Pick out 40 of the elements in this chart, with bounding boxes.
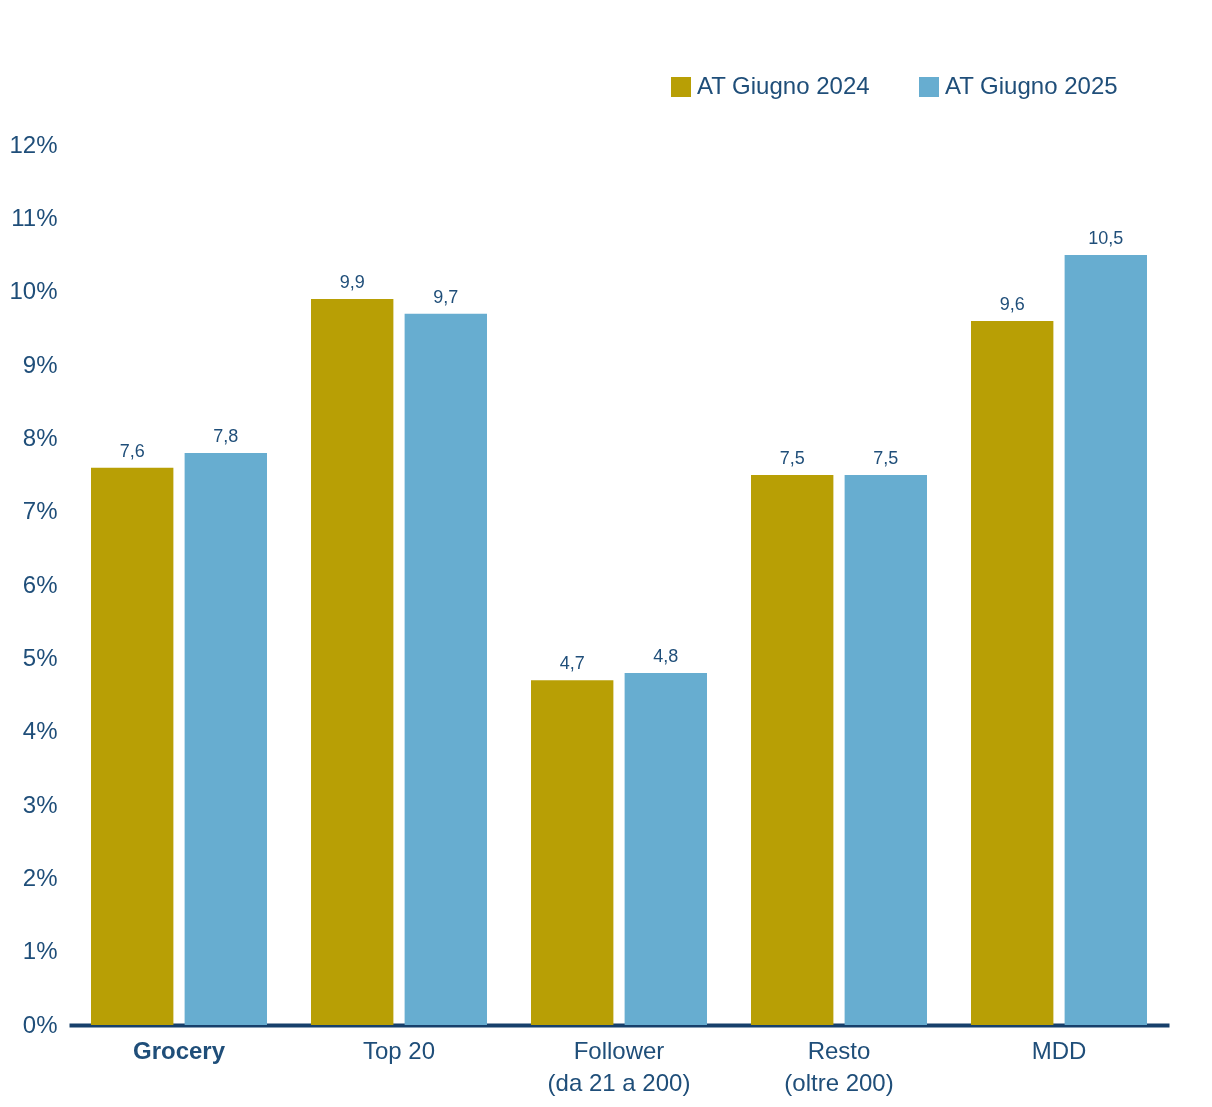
- y-tick-label: 5%: [22, 643, 58, 671]
- x-tick-label: Resto (oltre 200): [784, 1036, 894, 1096]
- bar: [184, 453, 267, 1025]
- bar: [624, 673, 707, 1025]
- bar: [751, 475, 834, 1025]
- x-tick-label: Follower (da 21 a 200): [547, 1036, 691, 1096]
- data-label: 9,9: [339, 272, 365, 292]
- bar: [971, 321, 1054, 1025]
- y-tick-label: 9%: [22, 350, 58, 378]
- y-tick-label: 11%: [11, 203, 58, 231]
- y-tick-label: 0%: [22, 1010, 58, 1038]
- bar: [91, 467, 174, 1025]
- legend-label: AT Giugno 2025: [945, 72, 1118, 99]
- y-tick-label: 10%: [9, 277, 58, 305]
- x-tick-label: Top 20: [362, 1036, 436, 1064]
- legend-label: AT Giugno 2024: [697, 72, 870, 99]
- data-label: 10,5: [1088, 228, 1124, 248]
- y-tick-label: 8%: [22, 423, 58, 451]
- data-label: 7,5: [779, 448, 805, 468]
- y-tick-label: 2%: [22, 863, 58, 891]
- y-tick-label: 12%: [9, 130, 58, 158]
- y-tick-label: 6%: [22, 570, 58, 598]
- x-tick-label: Grocery: [132, 1036, 226, 1064]
- data-label: 4,7: [559, 653, 585, 674]
- data-label: 7,6: [119, 440, 145, 461]
- y-tick-label: 7%: [22, 497, 58, 525]
- data-label: 7,8: [213, 426, 239, 446]
- bar: [311, 299, 394, 1025]
- bar: [404, 313, 487, 1025]
- bar: [1064, 255, 1147, 1025]
- x-tick-label: MDD: [1031, 1036, 1087, 1064]
- y-tick-label: 4%: [22, 717, 58, 745]
- data-label: 7,5: [873, 448, 899, 468]
- y-tick-label: 1%: [22, 937, 58, 965]
- data-label: 9,7: [433, 286, 459, 307]
- data-label: 4,8: [653, 646, 679, 666]
- y-tick-label: 3%: [22, 790, 58, 818]
- data-label: 9,6: [999, 294, 1025, 314]
- bar: [531, 680, 614, 1025]
- bar: [844, 475, 927, 1025]
